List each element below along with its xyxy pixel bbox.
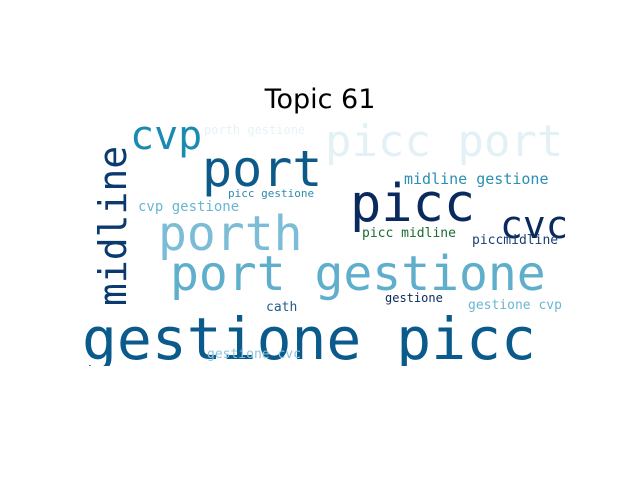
word-picc-port: picc port bbox=[325, 116, 564, 167]
word-cloud: gestione picc port gestione porth picc p… bbox=[80, 116, 565, 366]
word-midline-gestione: midline gestione bbox=[404, 170, 549, 188]
word-gestione: gestione bbox=[385, 291, 443, 305]
word-cath: cath bbox=[266, 300, 298, 315]
word-porth-gestione: porth gestione bbox=[204, 123, 306, 137]
word-piccmidline: piccmidline bbox=[472, 233, 559, 248]
word-picc-midline: picc midline bbox=[362, 226, 456, 241]
word-gestione-cvp: gestione cvp bbox=[468, 298, 562, 313]
word-picc-gestione: picc gestione bbox=[228, 187, 315, 200]
word-gestione-cvc: gestione cvc bbox=[207, 347, 301, 362]
word-picc: picc bbox=[350, 174, 476, 234]
word-port: port bbox=[202, 140, 323, 198]
word-cvp-gestione: cvp gestione bbox=[138, 199, 240, 215]
word-gestione-picc: gestione picc bbox=[82, 305, 536, 366]
word-cvc: cvc bbox=[500, 203, 565, 247]
word-port-gestione: port gestione bbox=[170, 246, 546, 302]
word-cvp: cvp bbox=[130, 116, 203, 159]
word-midline: midline bbox=[91, 145, 135, 306]
chart-title: Topic 61 bbox=[264, 84, 376, 115]
word-porth: porth bbox=[158, 206, 303, 262]
